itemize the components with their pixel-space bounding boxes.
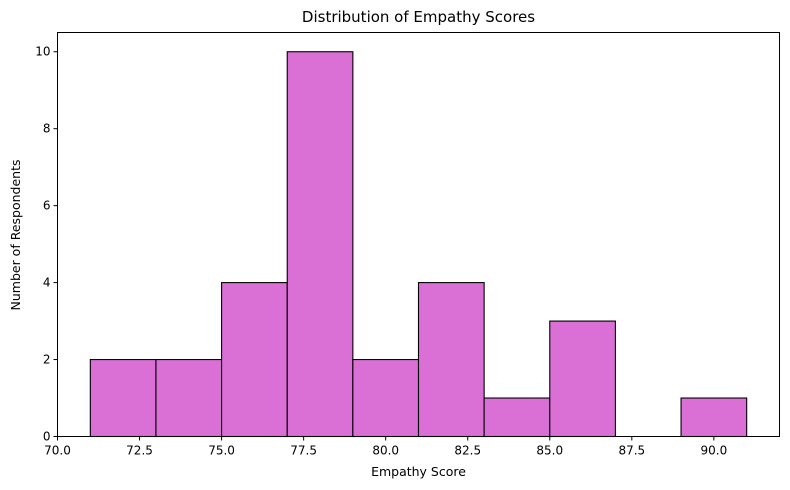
histogram-bar	[680, 397, 748, 438]
histogram-bar	[221, 282, 288, 438]
histogram-bar	[549, 320, 616, 438]
bars-group	[89, 51, 748, 438]
histogram-bar	[89, 358, 157, 438]
histogram-bar	[155, 358, 223, 438]
x-tick-label: 90.0	[701, 444, 728, 458]
x-tick-label: 72.5	[126, 444, 153, 458]
x-axis-ticks: 70.0 72.5 75.0 77.5 80.0 82.5 85.0 87.5 90.0	[44, 436, 728, 458]
histogram-bar	[483, 397, 551, 438]
chart-title: Distribution of Empathy Scores	[302, 8, 535, 26]
histogram-bar	[352, 358, 420, 438]
x-tick-label: 80.0	[372, 444, 399, 458]
histogram-bar	[286, 51, 354, 438]
y-tick-label: 8	[43, 122, 51, 136]
y-axis-label: Number of Respondents	[8, 159, 23, 310]
x-tick-label: 75.0	[208, 444, 235, 458]
y-axis-ticks: 0 2 4 6 8 10	[35, 45, 58, 444]
x-tick-label: 70.0	[44, 444, 71, 458]
histogram-bar	[417, 282, 485, 438]
plot-frame	[57, 32, 780, 437]
x-tick-label: 82.5	[454, 444, 481, 458]
y-tick-label: 0	[43, 430, 51, 444]
y-tick-label: 4	[43, 276, 51, 290]
y-tick-label: 10	[35, 45, 50, 59]
x-tick-label: 77.5	[290, 444, 317, 458]
y-tick-label: 2	[43, 353, 51, 367]
x-tick-label: 85.0	[536, 444, 563, 458]
x-axis-label: Empathy Score	[371, 464, 466, 479]
y-tick-label: 6	[43, 199, 51, 213]
x-tick-label: 87.5	[618, 444, 645, 458]
